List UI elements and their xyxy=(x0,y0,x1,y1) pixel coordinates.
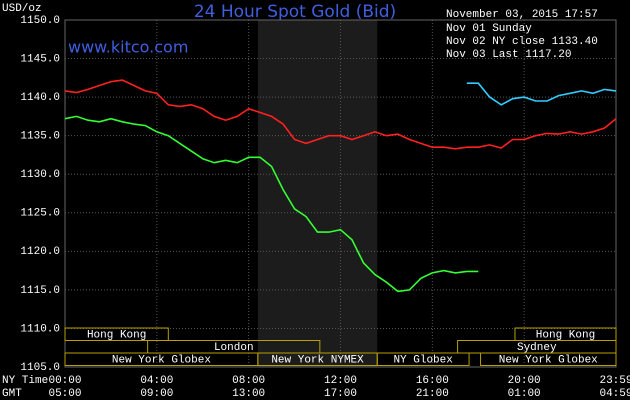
x2-tick-label: 13:00 xyxy=(232,388,265,400)
series-line xyxy=(466,82,617,106)
legend-entry: Nov 01 Sunday xyxy=(446,23,532,35)
session-label: London xyxy=(214,342,254,354)
x2-axis-label: GMT xyxy=(2,388,22,400)
x-tick-label: 08:00 xyxy=(232,375,265,387)
x-tick-label: 04:00 xyxy=(140,375,173,387)
y-tick-label: 1115.0 xyxy=(20,285,60,297)
series-line xyxy=(64,115,479,293)
y-tick-label: 1150.0 xyxy=(20,15,60,27)
session-label: New York NYMEX xyxy=(271,355,364,367)
x2-tick-label: 05:00 xyxy=(48,388,81,400)
series-line xyxy=(64,79,617,150)
legend-entry: Nov 02 NY close 1133.40 xyxy=(446,36,598,48)
subtitle: www.kitco.com xyxy=(68,38,188,57)
x2-tick-label: 04:59 xyxy=(599,388,630,400)
y-tick-label: 1135.0 xyxy=(20,131,60,143)
x-tick-label: 12:00 xyxy=(324,375,357,387)
chart-title: 24 Hour Spot Gold (Bid) xyxy=(194,2,396,22)
y-tick-label: 1140.0 xyxy=(20,92,60,104)
session-label: Hong Kong xyxy=(536,330,595,342)
session-label: New York Globex xyxy=(112,355,211,367)
highlight-band xyxy=(257,20,378,367)
y-tick-label: 1120.0 xyxy=(20,246,60,258)
session-label: NY Globex xyxy=(393,355,453,367)
y-tick-label: 1125.0 xyxy=(20,208,60,220)
y-tick-label: 1110.0 xyxy=(20,323,60,335)
x2-tick-label: 01:00 xyxy=(508,388,541,400)
session-box xyxy=(64,327,169,341)
y-tick-label: 1145.0 xyxy=(20,53,60,65)
session-box xyxy=(480,352,617,366)
x-tick-label: 00:00 xyxy=(48,375,81,387)
plot-frame xyxy=(64,19,617,368)
timestamp: November 03, 2015 17:57 xyxy=(446,9,598,21)
session-box xyxy=(376,352,470,366)
x-axis-label: NY Time xyxy=(2,375,48,387)
x-tick-label: 23:59 xyxy=(599,375,630,387)
legend-entry: Nov 03 Last 1117.20 xyxy=(446,49,571,61)
x-tick-label: 20:00 xyxy=(508,375,541,387)
y-axis-label: USD/oz xyxy=(2,3,42,15)
x2-tick-label: 17:00 xyxy=(324,388,357,400)
x-tick-label: 16:00 xyxy=(416,375,449,387)
x2-tick-label: 21:00 xyxy=(416,388,449,400)
session-label: Hong Kong xyxy=(87,330,146,342)
session-label: Sydney xyxy=(517,342,557,354)
y-tick-label: 1130.0 xyxy=(20,169,60,181)
y-tick-label: 1105.0 xyxy=(20,362,60,374)
x2-tick-label: 09:00 xyxy=(140,388,173,400)
session-label: New York Globex xyxy=(499,355,598,367)
